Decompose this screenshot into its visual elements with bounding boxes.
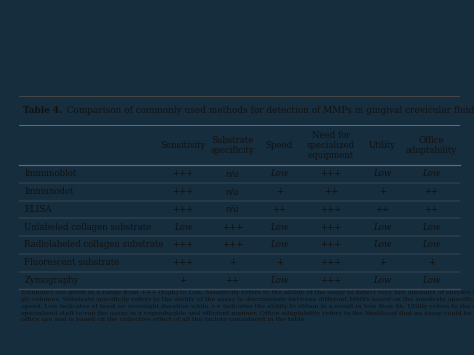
Text: +++: +++ bbox=[320, 276, 341, 285]
Text: Low: Low bbox=[422, 276, 441, 285]
Text: Low: Low bbox=[270, 169, 288, 179]
Text: Speed: Speed bbox=[265, 141, 293, 150]
Text: Low: Low bbox=[174, 223, 192, 232]
Text: Fluorescent substrate: Fluorescent substrate bbox=[24, 258, 119, 267]
Text: Low: Low bbox=[373, 240, 392, 250]
Text: ++: ++ bbox=[425, 205, 439, 214]
Text: +++: +++ bbox=[173, 258, 194, 267]
Text: +: + bbox=[428, 258, 435, 267]
Text: Low: Low bbox=[373, 223, 392, 232]
Text: Sensitivity: Sensitivity bbox=[160, 141, 206, 150]
Text: +++: +++ bbox=[320, 258, 341, 267]
Text: ++: ++ bbox=[375, 205, 390, 214]
Text: ++: ++ bbox=[225, 276, 239, 285]
Text: Estimates are given in a range from +++ (high) to Low. Sensitivity refers to the: Estimates are given in a range from +++ … bbox=[21, 290, 474, 322]
Text: +++: +++ bbox=[173, 187, 194, 196]
Text: Low: Low bbox=[270, 240, 288, 250]
Text: Low: Low bbox=[422, 240, 441, 250]
Text: Low: Low bbox=[270, 223, 288, 232]
Text: ELISA: ELISA bbox=[24, 205, 52, 214]
Text: Zymography: Zymography bbox=[24, 276, 79, 285]
Text: Substrate
specificity: Substrate specificity bbox=[210, 136, 254, 155]
Text: Utility: Utility bbox=[369, 141, 396, 150]
Text: Immunodot: Immunodot bbox=[24, 187, 74, 196]
Text: Office
adaptability: Office adaptability bbox=[406, 136, 457, 155]
Text: +: + bbox=[276, 187, 283, 196]
Text: +++: +++ bbox=[320, 223, 341, 232]
Text: +: + bbox=[379, 258, 386, 267]
Text: n/a: n/a bbox=[226, 205, 239, 214]
Text: Low: Low bbox=[422, 223, 441, 232]
Text: +++: +++ bbox=[320, 205, 341, 214]
Text: Comparison of commonly used methods for detection of MMPs in gingival crevicular: Comparison of commonly used methods for … bbox=[61, 106, 474, 115]
Text: n/a: n/a bbox=[226, 187, 239, 196]
Text: +++: +++ bbox=[173, 169, 194, 179]
Text: +++: +++ bbox=[320, 240, 341, 250]
Text: +: + bbox=[276, 258, 283, 267]
Text: +++: +++ bbox=[222, 223, 243, 232]
Text: ++: ++ bbox=[272, 205, 286, 214]
Text: +++: +++ bbox=[173, 240, 194, 250]
Text: Radiolabeled collagen substrate: Radiolabeled collagen substrate bbox=[24, 240, 164, 250]
Text: Immunoblot: Immunoblot bbox=[24, 169, 76, 179]
Text: Need for
specialized
equipment: Need for specialized equipment bbox=[307, 131, 355, 160]
Text: +++: +++ bbox=[173, 205, 194, 214]
Text: +: + bbox=[229, 258, 236, 267]
Text: Table 4.: Table 4. bbox=[23, 106, 63, 115]
Text: Low: Low bbox=[373, 276, 392, 285]
Text: Low: Low bbox=[270, 276, 288, 285]
Text: ++: ++ bbox=[324, 187, 338, 196]
Text: n/a: n/a bbox=[226, 169, 239, 179]
Text: +: + bbox=[180, 276, 187, 285]
Text: +++: +++ bbox=[320, 169, 341, 179]
Text: ++: ++ bbox=[425, 187, 439, 196]
Text: Unlabeled collagen substrate: Unlabeled collagen substrate bbox=[24, 223, 152, 232]
Text: Low: Low bbox=[373, 169, 392, 179]
Text: +: + bbox=[379, 187, 386, 196]
Text: Low: Low bbox=[422, 169, 441, 179]
Text: +++: +++ bbox=[222, 240, 243, 250]
